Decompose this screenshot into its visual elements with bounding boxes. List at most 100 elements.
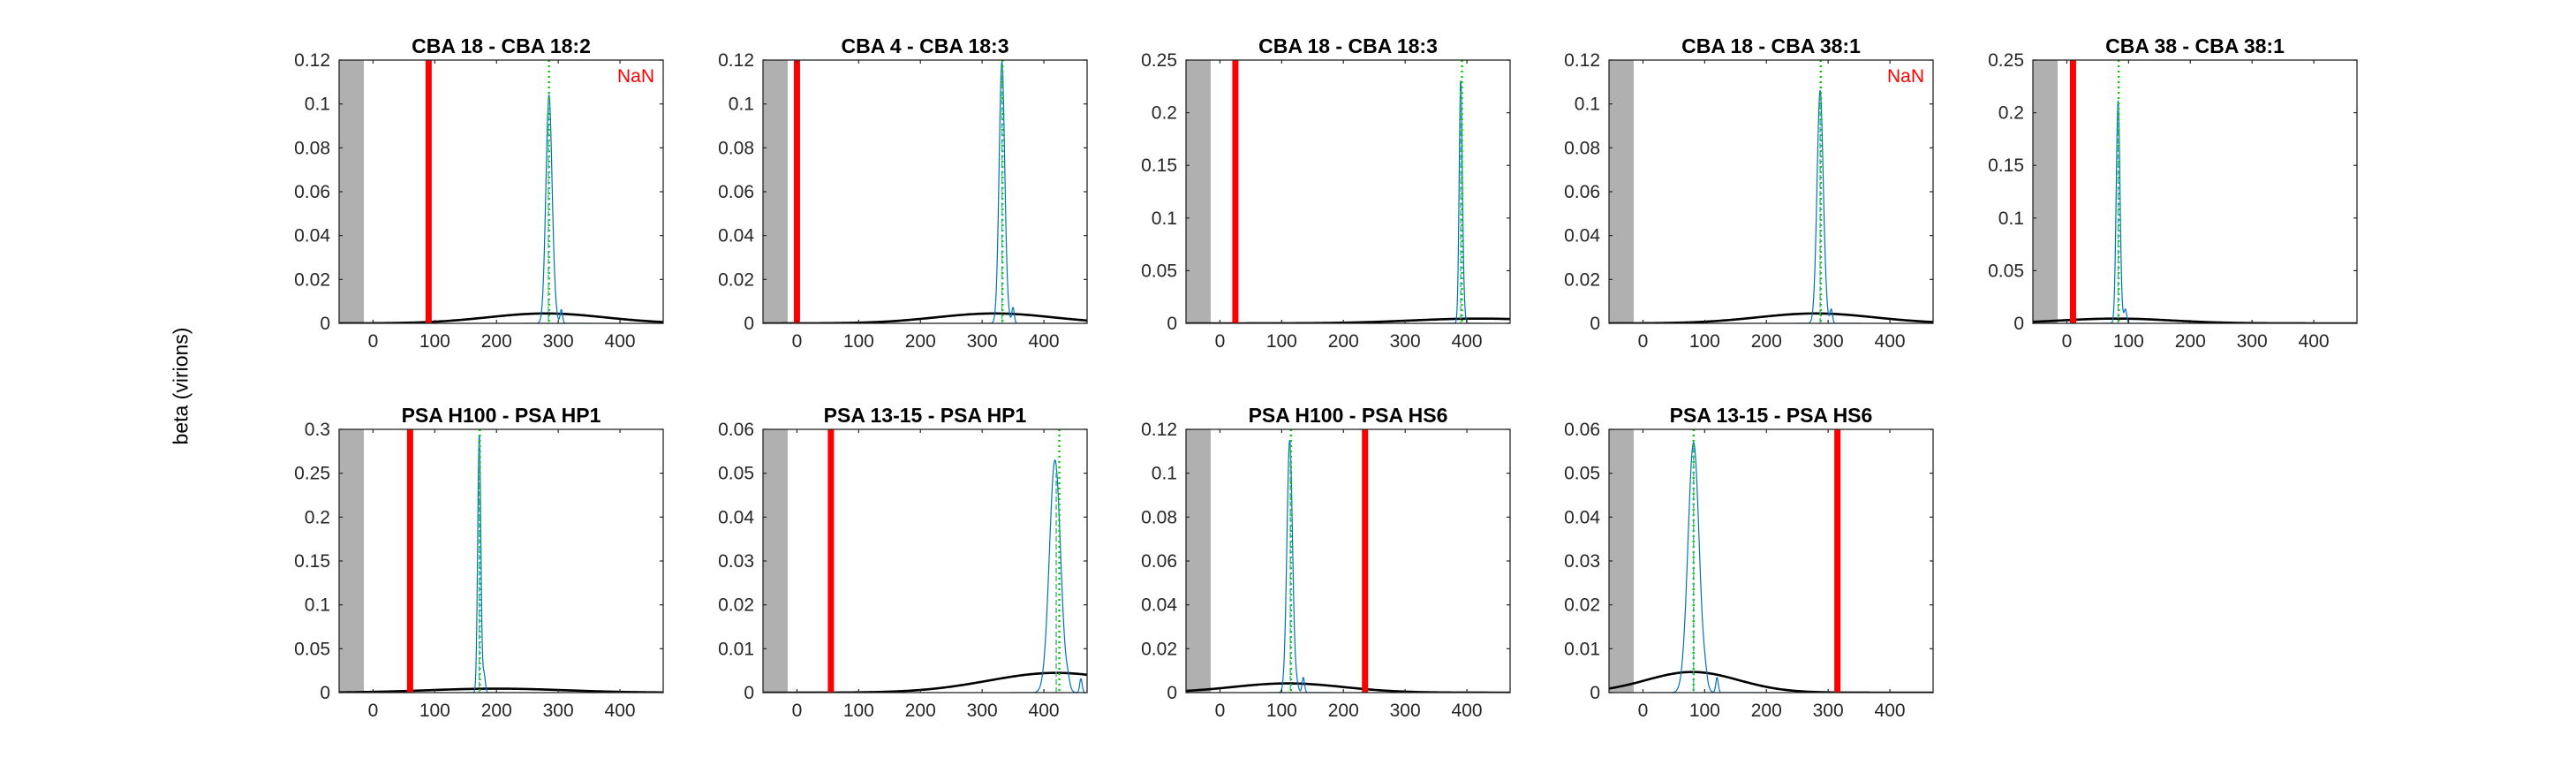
x-tick-label: 200	[1328, 331, 1359, 352]
y-tick-label: 0.06	[294, 182, 330, 202]
plot-area	[339, 429, 663, 693]
y-tick-label: 0.06	[1564, 420, 1600, 440]
x-tick-label: 300	[543, 701, 574, 721]
x-tick-label: 200	[2175, 331, 2206, 352]
x-tick-label: 100	[843, 331, 874, 352]
x-tick-label: 100	[1266, 701, 1297, 721]
x-tick-label: 300	[2237, 331, 2268, 352]
x-tick-label: 0	[792, 701, 803, 721]
x-tick-label: 0	[792, 331, 803, 352]
prior-curve	[339, 687, 663, 693]
plot-area	[1186, 429, 1510, 693]
x-tick-label: 300	[1390, 331, 1421, 352]
subplot-title: PSA H100 - PSA HP1	[402, 404, 601, 427]
y-tick-label: 0.08	[718, 138, 754, 158]
y-tick-label: 0.12	[1141, 420, 1177, 440]
x-tick-label: 0	[1215, 701, 1226, 721]
y-tick-label: 0.08	[294, 138, 330, 158]
y-tick-label: 0.2	[305, 507, 330, 527]
annotation-label: NaN	[1887, 66, 1924, 87]
x-tick-label: 400	[1875, 701, 1906, 721]
y-tick-label: 0	[2013, 314, 2024, 334]
plot-area	[1609, 60, 1933, 323]
y-tick-label: 0.2	[1998, 103, 2024, 124]
shaded-band	[339, 60, 364, 323]
x-tick-label: 200	[905, 701, 936, 721]
y-tick-label: 0.06	[718, 182, 754, 202]
subplot-title: PSA 13-15 - PSA HS6	[1670, 404, 1873, 427]
y-tick-label: 0.25	[1988, 50, 2024, 71]
y-tick-label: 0.1	[1152, 208, 1177, 229]
y-tick-label: 0.02	[1141, 639, 1177, 659]
y-tick-label: 0	[1590, 683, 1600, 703]
subplot-8: 0 100 200 300 400 0 0.02 0.04 0.06 0.08 0.1 0.12 PSA…	[1141, 404, 1511, 721]
shaded-band	[1186, 429, 1211, 693]
y-tick-label: 0.02	[718, 595, 754, 616]
y-tick-label: 0.03	[1564, 551, 1600, 572]
y-tick-label: 0.12	[294, 50, 330, 71]
subplot-title: PSA H100 - PSA HS6	[1249, 404, 1448, 427]
y-tick-label: 0.1	[729, 95, 754, 115]
x-tick-label: 400	[1029, 331, 1060, 352]
y-tick-label: 0.1	[1152, 464, 1177, 484]
y-tick-label: 0.04	[718, 507, 754, 527]
x-tick-label: 100	[419, 701, 450, 721]
subplot-title: CBA 18 - CBA 38:1	[1681, 34, 1861, 57]
x-tick-label: 300	[967, 701, 998, 721]
y-tick-label: 0.04	[1141, 595, 1177, 616]
x-tick-label: 200	[1751, 331, 1782, 352]
y-tick-label: 0	[744, 314, 754, 334]
x-tick-label: 300	[1390, 701, 1421, 721]
x-tick-label: 400	[605, 331, 636, 352]
subplot-9: 0 100 200 300 400 0 0.01 0.02 0.03 0.04 0.05 0.06 PS…	[1564, 404, 1934, 721]
y-tick-label: 0.25	[1141, 50, 1177, 71]
shaded-band	[1186, 60, 1211, 323]
y-tick-label: 0.06	[718, 420, 754, 440]
x-tick-label: 400	[1029, 701, 1060, 721]
x-tick-label: 100	[1266, 331, 1297, 352]
y-tick-label: 0	[320, 683, 330, 703]
x-tick-label: 100	[419, 331, 450, 352]
x-tick-label: 0	[1638, 331, 1649, 352]
x-tick-label: 300	[1813, 701, 1844, 721]
x-tick-label: 300	[543, 331, 574, 352]
shaded-band	[1609, 429, 1634, 693]
subplot-5: 0 100 200 300 400 0 0.05 0.1 0.15 0.2 0.25 CBA 38 -…	[1988, 34, 2358, 352]
x-tick-label: 400	[1452, 701, 1483, 721]
y-tick-label: 0.05	[1564, 464, 1600, 484]
y-tick-label: 0.15	[1141, 155, 1177, 176]
y-tick-label: 0	[744, 683, 754, 703]
y-tick-label: 0.02	[294, 269, 330, 290]
plot-area	[1186, 60, 1510, 323]
shaded-band	[2033, 60, 2058, 323]
x-tick-label: 0	[368, 701, 379, 721]
subplot-3: 0 100 200 300 400 0 0.05 0.1 0.15 0.2 0.25 CBA 18 -…	[1141, 34, 1511, 352]
y-tick-label: 0	[320, 314, 330, 334]
y-tick-label: 0.05	[718, 464, 754, 484]
y-tick-label: 0.04	[294, 226, 330, 246]
subplot-2: 0 100 200 300 400 0 0.02 0.04 0.06 0.08 0.1 0.12 CBA…	[718, 34, 1088, 352]
y-tick-label: 0.12	[718, 50, 754, 71]
y-tick-label: 0.2	[1152, 103, 1177, 124]
y-tick-label: 0.06	[1141, 551, 1177, 572]
y-tick-label: 0	[1590, 314, 1600, 334]
subplot-title: CBA 38 - CBA 38:1	[2105, 34, 2285, 57]
x-tick-label: 0	[368, 331, 379, 352]
shaded-band	[339, 429, 364, 693]
axes-box	[2032, 59, 2358, 324]
x-tick-label: 0	[1638, 701, 1649, 721]
subplot-title: PSA 13-15 - PSA HP1	[824, 404, 1027, 427]
x-tick-label: 200	[481, 701, 512, 721]
y-tick-label: 0.04	[718, 226, 754, 246]
y-tick-label: 0.05	[1141, 261, 1177, 281]
y-tick-label: 0.1	[1998, 208, 2024, 229]
x-tick-label: 200	[905, 331, 936, 352]
y-tick-label: 0.25	[294, 464, 330, 484]
y-tick-label: 0.15	[294, 551, 330, 572]
plot-area	[763, 429, 1087, 693]
y-tick-label: 0.1	[305, 95, 330, 115]
y-tick-label: 0.02	[718, 269, 754, 290]
x-tick-label: 300	[967, 331, 998, 352]
annotation-label: NaN	[617, 66, 654, 87]
